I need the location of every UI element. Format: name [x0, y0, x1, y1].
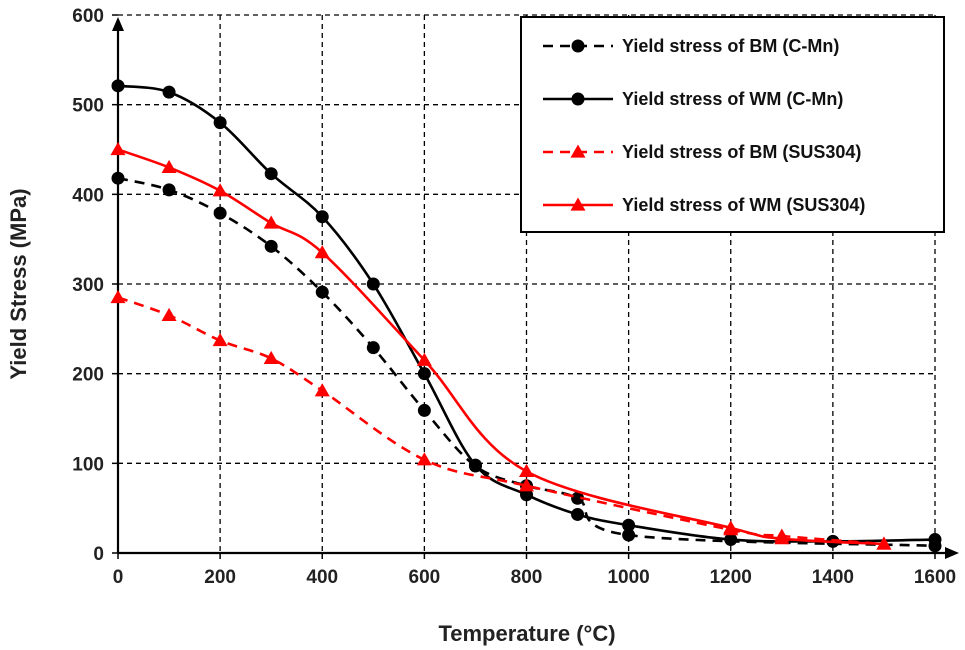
- y-tick-label: 600: [72, 6, 104, 27]
- x-tick-label: 800: [511, 567, 543, 588]
- legend-marker: [571, 39, 585, 53]
- data-point: [314, 245, 330, 259]
- data-point: [263, 215, 279, 229]
- series-layer: [110, 79, 942, 553]
- data-point: [520, 488, 533, 502]
- series-4: [110, 142, 892, 550]
- data-point: [519, 478, 534, 492]
- data-point: [212, 183, 228, 197]
- data-point: [571, 507, 585, 521]
- legend-marker: [571, 92, 585, 106]
- data-point: [622, 518, 636, 532]
- data-point: [315, 285, 329, 299]
- y-tick-label: 300: [72, 275, 104, 296]
- x-tick-label: 1400: [812, 567, 854, 588]
- data-point: [571, 491, 585, 505]
- data-point: [111, 171, 125, 185]
- y-tick-label: 400: [72, 185, 104, 206]
- data-point: [212, 332, 228, 347]
- x-tick-label: 400: [306, 567, 338, 588]
- data-point: [366, 341, 380, 355]
- data-point: [162, 183, 176, 197]
- legend: Yield stress of BM (C-Mn) Yield stress of…: [520, 16, 945, 233]
- data-point: [213, 116, 227, 130]
- data-point: [264, 167, 278, 181]
- x-tick-labels: 0 200 400 600 800 1000 1200 1400 1600: [113, 567, 956, 588]
- x-axis-arrow: [945, 547, 959, 559]
- data-point: [417, 403, 431, 417]
- data-point: [161, 159, 177, 174]
- data-point: [416, 452, 432, 466]
- y-axis-arrow: [112, 17, 124, 31]
- data-point: [519, 463, 534, 478]
- data-point: [110, 142, 126, 156]
- data-point: [314, 383, 330, 397]
- data-point: [162, 85, 176, 99]
- legend-marker: [570, 144, 586, 158]
- y-tick-label: 100: [72, 454, 104, 475]
- data-point: [264, 239, 278, 253]
- data-point: [110, 289, 126, 304]
- data-point: [366, 277, 380, 291]
- data-point: [468, 458, 482, 472]
- legend-label: Yield stress of WM (SUS304): [622, 195, 865, 215]
- legend-marker: [570, 197, 586, 211]
- x-tick-label: 0: [113, 567, 124, 588]
- data-point: [774, 531, 790, 545]
- x-tick-label: 200: [204, 567, 236, 588]
- y-tick-label: 0: [93, 544, 104, 565]
- data-point: [213, 206, 227, 220]
- data-point: [876, 536, 892, 550]
- data-point: [263, 350, 279, 365]
- data-point: [315, 210, 329, 224]
- y-axis-title: Yield Stress (MPa): [6, 188, 31, 379]
- data-point: [724, 533, 738, 547]
- x-tick-label: 600: [409, 567, 441, 588]
- x-tick-label: 1200: [710, 567, 752, 588]
- x-axis-title: Temperature (°C): [438, 621, 615, 646]
- series-line: [117, 296, 885, 546]
- data-point: [622, 528, 636, 542]
- series-2: [111, 79, 942, 548]
- data-point: [161, 307, 177, 322]
- series-3: [110, 289, 892, 550]
- x-tick-label: 1600: [914, 567, 956, 588]
- data-point: [417, 367, 431, 381]
- data-point: [928, 533, 942, 547]
- legend-label: Yield stress of WM (C-Mn): [622, 89, 843, 109]
- data-point: [111, 79, 125, 93]
- data-point: [416, 352, 432, 366]
- y-tick-label: 200: [72, 365, 104, 386]
- data-point: [723, 520, 739, 534]
- y-tick-labels: 0 100 200 300 400 500 600: [72, 6, 104, 565]
- legend-box: [520, 16, 945, 233]
- legend-label: Yield stress of BM (C-Mn): [622, 36, 839, 56]
- y-tick-label: 500: [72, 96, 104, 117]
- legend-label: Yield stress of BM (SUS304): [622, 142, 861, 162]
- x-tick-label: 1000: [607, 567, 649, 588]
